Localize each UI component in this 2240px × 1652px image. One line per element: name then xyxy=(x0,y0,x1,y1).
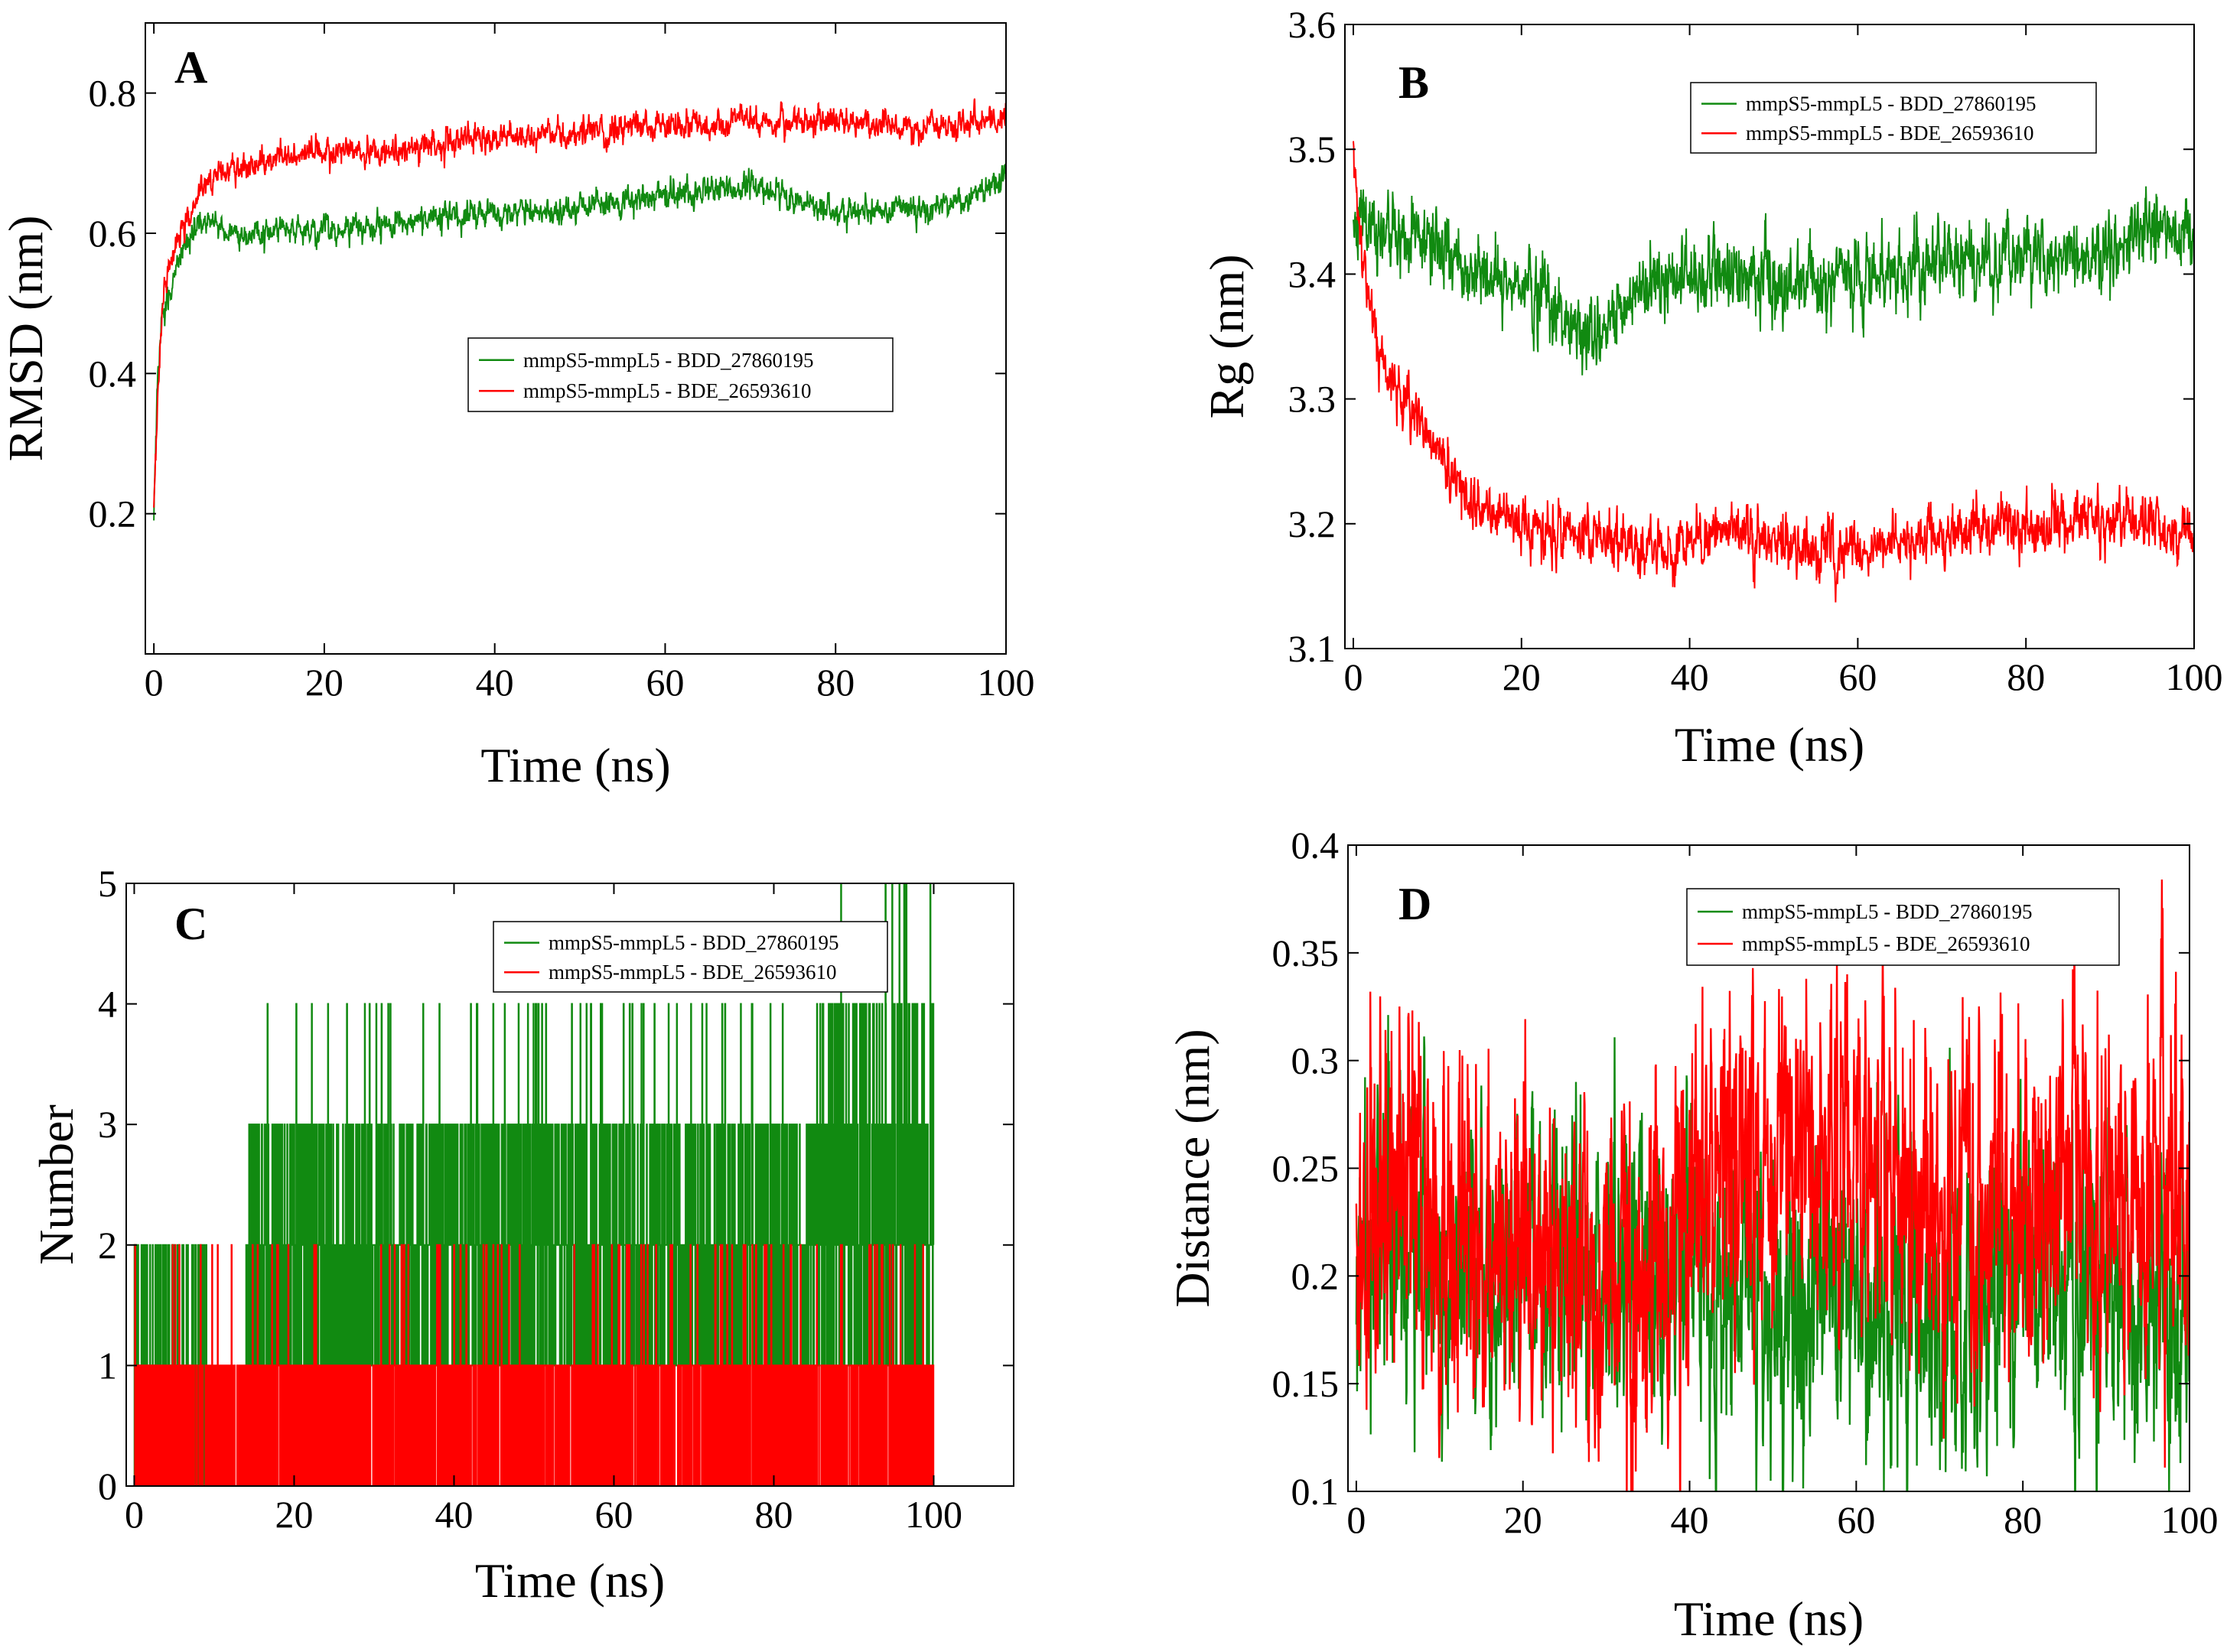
y-tick-label: 0.15 xyxy=(1272,1362,1340,1405)
x-tick-label: 60 xyxy=(1837,1498,1875,1541)
y-tick-label: 3.4 xyxy=(1288,252,1337,295)
y-tick-label: 1 xyxy=(98,1344,117,1387)
y-tick-label: 0.6 xyxy=(89,212,137,255)
y-axis-title: Number xyxy=(29,1104,83,1265)
y-tick-label: 0.2 xyxy=(1291,1254,1340,1297)
plot-area xyxy=(1355,879,2190,1491)
x-axis-title: Time (ns) xyxy=(1674,1592,1864,1646)
x-tick-label: 80 xyxy=(2007,655,2045,698)
legend-box xyxy=(1686,888,2120,966)
x-tick-label: 0 xyxy=(145,661,164,704)
x-tick-label: 0 xyxy=(125,1493,144,1536)
plot-frame xyxy=(145,22,1007,655)
x-tick-label: 40 xyxy=(1671,1498,1709,1541)
x-tick-label: 20 xyxy=(305,661,343,704)
plot-area xyxy=(153,98,1006,521)
x-tick-label: 100 xyxy=(2161,1498,2219,1541)
x-tick-label: 80 xyxy=(2004,1498,2042,1541)
y-tick-label: 0 xyxy=(98,1465,117,1507)
legend-entry: mmpS5-mmpL5 - BDE_26593610 xyxy=(523,379,812,402)
y-tick-label: 0.35 xyxy=(1272,932,1340,974)
x-tick-label: 80 xyxy=(816,661,855,704)
legend-box xyxy=(1690,82,2097,154)
series-line-2 xyxy=(1353,141,2194,603)
panel-d: 0 20 40 60 80 100 0.1 0.15 0.2 0.25 0.3 0.35 0.4 Time… xyxy=(1165,824,2219,1646)
y-tick-label: 3.3 xyxy=(1288,378,1337,421)
legend-entry: mmpS5-mmpL5 - BDE_26593610 xyxy=(1742,932,2030,955)
series-line-1 xyxy=(1353,186,2194,376)
y-tick-label: 3 xyxy=(98,1103,117,1146)
panel-letter: C xyxy=(174,899,207,949)
y-axis-title: Rg (nm) xyxy=(1200,254,1254,418)
y-tick-label: 5 xyxy=(98,862,117,905)
x-tick-label: 100 xyxy=(2166,655,2223,698)
series-line-2 xyxy=(1355,879,2190,1491)
x-tick-label: 60 xyxy=(594,1493,633,1536)
x-tick-label: 100 xyxy=(905,1493,962,1536)
y-axis-title: Distance (nm) xyxy=(1165,1029,1219,1307)
legend-entry: mmpS5-mmpL5 - BDE_26593610 xyxy=(1746,122,2034,145)
x-tick-label: 80 xyxy=(754,1493,793,1536)
y-tick-label: 0.8 xyxy=(89,72,137,115)
y-tick-label: 4 xyxy=(98,983,117,1026)
x-axis-title: Time (ns) xyxy=(480,738,670,792)
legend: mmpS5-mmpL5 - BDD_27860195 mmpS5-mmpL5 - … xyxy=(493,921,888,993)
x-tick-label: 0 xyxy=(1343,655,1363,698)
legend-box xyxy=(493,921,888,993)
x-tick-label: 40 xyxy=(476,661,514,704)
x-tick-label: 40 xyxy=(435,1493,473,1536)
y-axis-title: RMSD (nm) xyxy=(0,216,53,462)
panel-letter: A xyxy=(174,42,207,93)
legend-entry: mmpS5-mmpL5 - BDD_27860195 xyxy=(549,932,839,954)
y-tick-label: 0.3 xyxy=(1291,1039,1340,1082)
series-line-2 xyxy=(134,1244,935,1486)
y-tick-label: 0.4 xyxy=(89,352,137,395)
legend: mmpS5-mmpL5 - BDD_27860195 mmpS5-mmpL5 - … xyxy=(1686,888,2120,966)
x-tick-label: 100 xyxy=(978,661,1035,704)
y-tick-label: 3.1 xyxy=(1288,627,1337,670)
plot-frame xyxy=(125,883,1014,1487)
x-tick-label: 60 xyxy=(646,661,684,704)
x-tick-label: 40 xyxy=(1671,655,1709,698)
y-tick-label: 3.5 xyxy=(1288,128,1337,171)
plot-area xyxy=(1353,141,2194,603)
x-axis-title: Time (ns) xyxy=(1675,717,1864,772)
series-line-2 xyxy=(153,98,1006,508)
legend-entry: mmpS5-mmpL5 - BDD_27860195 xyxy=(523,349,814,372)
panel-b: 0 20 40 60 80 100 3.1 3.2 3.3 3.4 3.5 3.6 Time (ns) R… xyxy=(1200,3,2223,772)
x-axis-title: Time (ns) xyxy=(475,1553,665,1608)
legend: mmpS5-mmpL5 - BDD_27860195 mmpS5-mmpL5 - … xyxy=(1690,82,2097,154)
plot-frame xyxy=(1344,24,2195,649)
y-tick-label: 3.6 xyxy=(1288,3,1337,46)
y-tick-label: 2 xyxy=(98,1224,117,1267)
x-tick-label: 20 xyxy=(275,1493,313,1536)
y-tick-label: 0.4 xyxy=(1291,824,1340,867)
x-tick-label: 60 xyxy=(1838,655,1877,698)
x-tick-label: 0 xyxy=(1346,1498,1366,1541)
x-tick-label: 20 xyxy=(1503,655,1541,698)
plot-area xyxy=(133,883,935,1486)
y-tick-label: 0.2 xyxy=(89,493,137,535)
legend-entry: mmpS5-mmpL5 - BDD_27860195 xyxy=(1746,93,2037,115)
series-line-1 xyxy=(153,164,1006,521)
legend-entry: mmpS5-mmpL5 - BDD_27860195 xyxy=(1742,900,2033,923)
panel-a: 0 20 40 60 80 100 0.2 0.4 0.6 0.8 Time (ns) RMSD (n… xyxy=(0,22,1035,792)
y-tick-label: 0.1 xyxy=(1291,1470,1340,1513)
y-tick-label: 3.2 xyxy=(1288,502,1337,545)
panel-letter: D xyxy=(1398,879,1431,929)
panel-letter: B xyxy=(1398,57,1429,108)
legend-entry: mmpS5-mmpL5 - BDE_26593610 xyxy=(549,961,837,984)
legend: mmpS5-mmpL5 - BDD_27860195 mmpS5-mmpL5 - … xyxy=(467,337,894,412)
x-tick-label: 20 xyxy=(1504,1498,1542,1541)
legend-box xyxy=(467,337,894,412)
panel-c: 0 20 40 60 80 100 0 1 2 3 4 5 Time (ns) Number C mmpS5-… xyxy=(29,862,1014,1608)
y-tick-label: 0.25 xyxy=(1272,1147,1340,1190)
